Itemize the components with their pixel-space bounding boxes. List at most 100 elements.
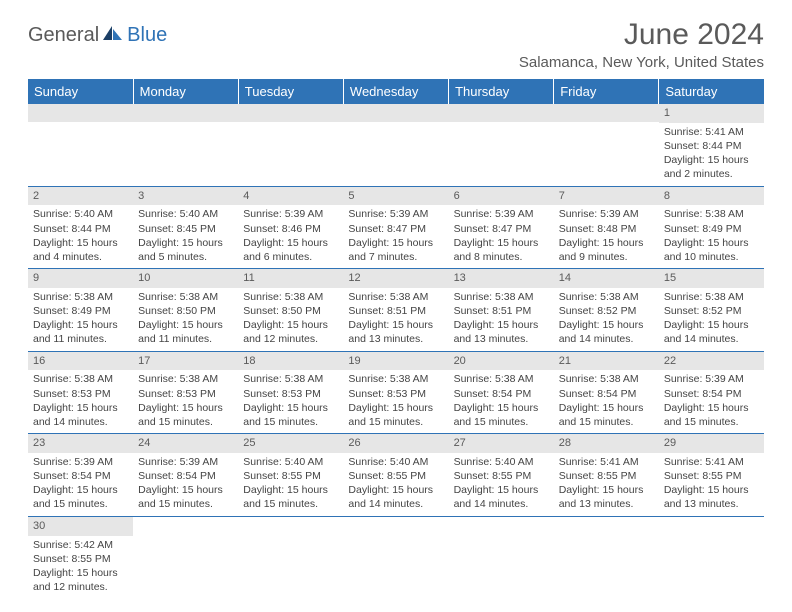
sunset-line: Sunset: 8:50 PM (243, 304, 338, 318)
day-header: Tuesday (238, 79, 343, 104)
sunset-line: Sunset: 8:53 PM (138, 387, 233, 401)
calendar-day-cell: 16Sunrise: 5:38 AMSunset: 8:53 PMDayligh… (28, 351, 133, 434)
sunset-line: Sunset: 8:44 PM (33, 222, 128, 236)
calendar-day-cell: 4Sunrise: 5:39 AMSunset: 8:46 PMDaylight… (238, 186, 343, 269)
day-body: Sunrise: 5:38 AMSunset: 8:53 PMDaylight:… (343, 370, 448, 433)
daynum-bar: 7 (554, 187, 659, 206)
sunset-line: Sunset: 8:53 PM (33, 387, 128, 401)
daylight-line: Daylight: 15 hours and 15 minutes. (559, 401, 654, 429)
day-body: Sunrise: 5:38 AMSunset: 8:51 PMDaylight:… (343, 288, 448, 351)
calendar-day-cell: 9Sunrise: 5:38 AMSunset: 8:49 PMDaylight… (28, 269, 133, 352)
daynum-bar: 18 (238, 352, 343, 371)
daylight-line: Daylight: 15 hours and 15 minutes. (348, 401, 443, 429)
sunrise-line: Sunrise: 5:42 AM (33, 538, 128, 552)
sunrise-line: Sunrise: 5:40 AM (33, 207, 128, 221)
calendar-day-cell: 21Sunrise: 5:38 AMSunset: 8:54 PMDayligh… (554, 351, 659, 434)
calendar-day-cell: 18Sunrise: 5:38 AMSunset: 8:53 PMDayligh… (238, 351, 343, 434)
sunrise-line: Sunrise: 5:39 AM (243, 207, 338, 221)
daynum-bar-blank (238, 104, 343, 122)
sunset-line: Sunset: 8:45 PM (138, 222, 233, 236)
calendar-day-cell: 6Sunrise: 5:39 AMSunset: 8:47 PMDaylight… (449, 186, 554, 269)
sunset-line: Sunset: 8:48 PM (559, 222, 654, 236)
sunrise-line: Sunrise: 5:39 AM (454, 207, 549, 221)
daynum-bar-blank (133, 104, 238, 122)
daynum-bar: 22 (659, 352, 764, 371)
logo-sail-icon (102, 24, 124, 47)
day-body: Sunrise: 5:38 AMSunset: 8:52 PMDaylight:… (554, 288, 659, 351)
daynum-bar: 27 (449, 434, 554, 453)
day-body: Sunrise: 5:39 AMSunset: 8:54 PMDaylight:… (28, 453, 133, 516)
daynum-bar: 26 (343, 434, 448, 453)
sunrise-line: Sunrise: 5:40 AM (138, 207, 233, 221)
logo: General Blue (28, 24, 167, 47)
day-header: Monday (133, 79, 238, 104)
calendar-day-cell: 26Sunrise: 5:40 AMSunset: 8:55 PMDayligh… (343, 434, 448, 517)
sunrise-line: Sunrise: 5:40 AM (454, 455, 549, 469)
daylight-line: Daylight: 15 hours and 13 minutes. (559, 483, 654, 511)
day-body: Sunrise: 5:38 AMSunset: 8:53 PMDaylight:… (28, 370, 133, 433)
daynum-bar: 13 (449, 269, 554, 288)
daynum-bar: 24 (133, 434, 238, 453)
sunset-line: Sunset: 8:46 PM (243, 222, 338, 236)
day-header: Friday (554, 79, 659, 104)
day-body: Sunrise: 5:38 AMSunset: 8:52 PMDaylight:… (659, 288, 764, 351)
sunset-line: Sunset: 8:47 PM (348, 222, 443, 236)
daylight-line: Daylight: 15 hours and 11 minutes. (33, 318, 128, 346)
daynum-bar: 21 (554, 352, 659, 371)
daynum-bar: 23 (28, 434, 133, 453)
sunset-line: Sunset: 8:55 PM (33, 552, 128, 566)
sunrise-line: Sunrise: 5:38 AM (138, 290, 233, 304)
sunrise-line: Sunrise: 5:38 AM (559, 372, 654, 386)
daylight-line: Daylight: 15 hours and 13 minutes. (348, 318, 443, 346)
sunrise-line: Sunrise: 5:38 AM (138, 372, 233, 386)
daylight-line: Daylight: 15 hours and 15 minutes. (243, 483, 338, 511)
daylight-line: Daylight: 15 hours and 14 minutes. (559, 318, 654, 346)
sunset-line: Sunset: 8:54 PM (664, 387, 759, 401)
day-body: Sunrise: 5:40 AMSunset: 8:55 PMDaylight:… (449, 453, 554, 516)
daynum-bar: 12 (343, 269, 448, 288)
day-body: Sunrise: 5:40 AMSunset: 8:55 PMDaylight:… (238, 453, 343, 516)
daynum-bar: 17 (133, 352, 238, 371)
sunrise-line: Sunrise: 5:39 AM (138, 455, 233, 469)
daylight-line: Daylight: 15 hours and 4 minutes. (33, 236, 128, 264)
daylight-line: Daylight: 15 hours and 14 minutes. (454, 483, 549, 511)
daynum-bar: 3 (133, 187, 238, 206)
day-body: Sunrise: 5:38 AMSunset: 8:54 PMDaylight:… (554, 370, 659, 433)
daylight-line: Daylight: 15 hours and 5 minutes. (138, 236, 233, 264)
sunrise-line: Sunrise: 5:39 AM (664, 372, 759, 386)
calendar-blank-cell (554, 516, 659, 598)
sunset-line: Sunset: 8:49 PM (33, 304, 128, 318)
daynum-bar: 4 (238, 187, 343, 206)
daynum-bar: 30 (28, 517, 133, 536)
daynum-bar: 16 (28, 352, 133, 371)
sunrise-line: Sunrise: 5:40 AM (243, 455, 338, 469)
daynum-bar: 28 (554, 434, 659, 453)
calendar-day-cell: 25Sunrise: 5:40 AMSunset: 8:55 PMDayligh… (238, 434, 343, 517)
day-body: Sunrise: 5:38 AMSunset: 8:50 PMDaylight:… (238, 288, 343, 351)
day-body: Sunrise: 5:39 AMSunset: 8:47 PMDaylight:… (449, 205, 554, 268)
sunset-line: Sunset: 8:55 PM (243, 469, 338, 483)
sunset-line: Sunset: 8:53 PM (243, 387, 338, 401)
daylight-line: Daylight: 15 hours and 13 minutes. (454, 318, 549, 346)
sunset-line: Sunset: 8:55 PM (454, 469, 549, 483)
calendar-day-cell: 28Sunrise: 5:41 AMSunset: 8:55 PMDayligh… (554, 434, 659, 517)
sunrise-line: Sunrise: 5:39 AM (559, 207, 654, 221)
calendar-blank-cell (343, 104, 448, 186)
day-body: Sunrise: 5:42 AMSunset: 8:55 PMDaylight:… (28, 536, 133, 599)
day-body: Sunrise: 5:41 AMSunset: 8:55 PMDaylight:… (554, 453, 659, 516)
sunrise-line: Sunrise: 5:38 AM (348, 372, 443, 386)
daylight-line: Daylight: 15 hours and 2 minutes. (664, 153, 759, 181)
calendar-body: 1Sunrise: 5:41 AMSunset: 8:44 PMDaylight… (28, 104, 764, 598)
daynum-bar: 9 (28, 269, 133, 288)
daynum-bar-blank (343, 104, 448, 122)
daynum-bar: 14 (554, 269, 659, 288)
daylight-line: Daylight: 15 hours and 14 minutes. (348, 483, 443, 511)
calendar-day-cell: 22Sunrise: 5:39 AMSunset: 8:54 PMDayligh… (659, 351, 764, 434)
day-body: Sunrise: 5:39 AMSunset: 8:54 PMDaylight:… (659, 370, 764, 433)
sunrise-line: Sunrise: 5:38 AM (454, 372, 549, 386)
day-body: Sunrise: 5:38 AMSunset: 8:53 PMDaylight:… (133, 370, 238, 433)
sunrise-line: Sunrise: 5:38 AM (348, 290, 443, 304)
daylight-line: Daylight: 15 hours and 7 minutes. (348, 236, 443, 264)
daynum-bar: 29 (659, 434, 764, 453)
sunset-line: Sunset: 8:47 PM (454, 222, 549, 236)
